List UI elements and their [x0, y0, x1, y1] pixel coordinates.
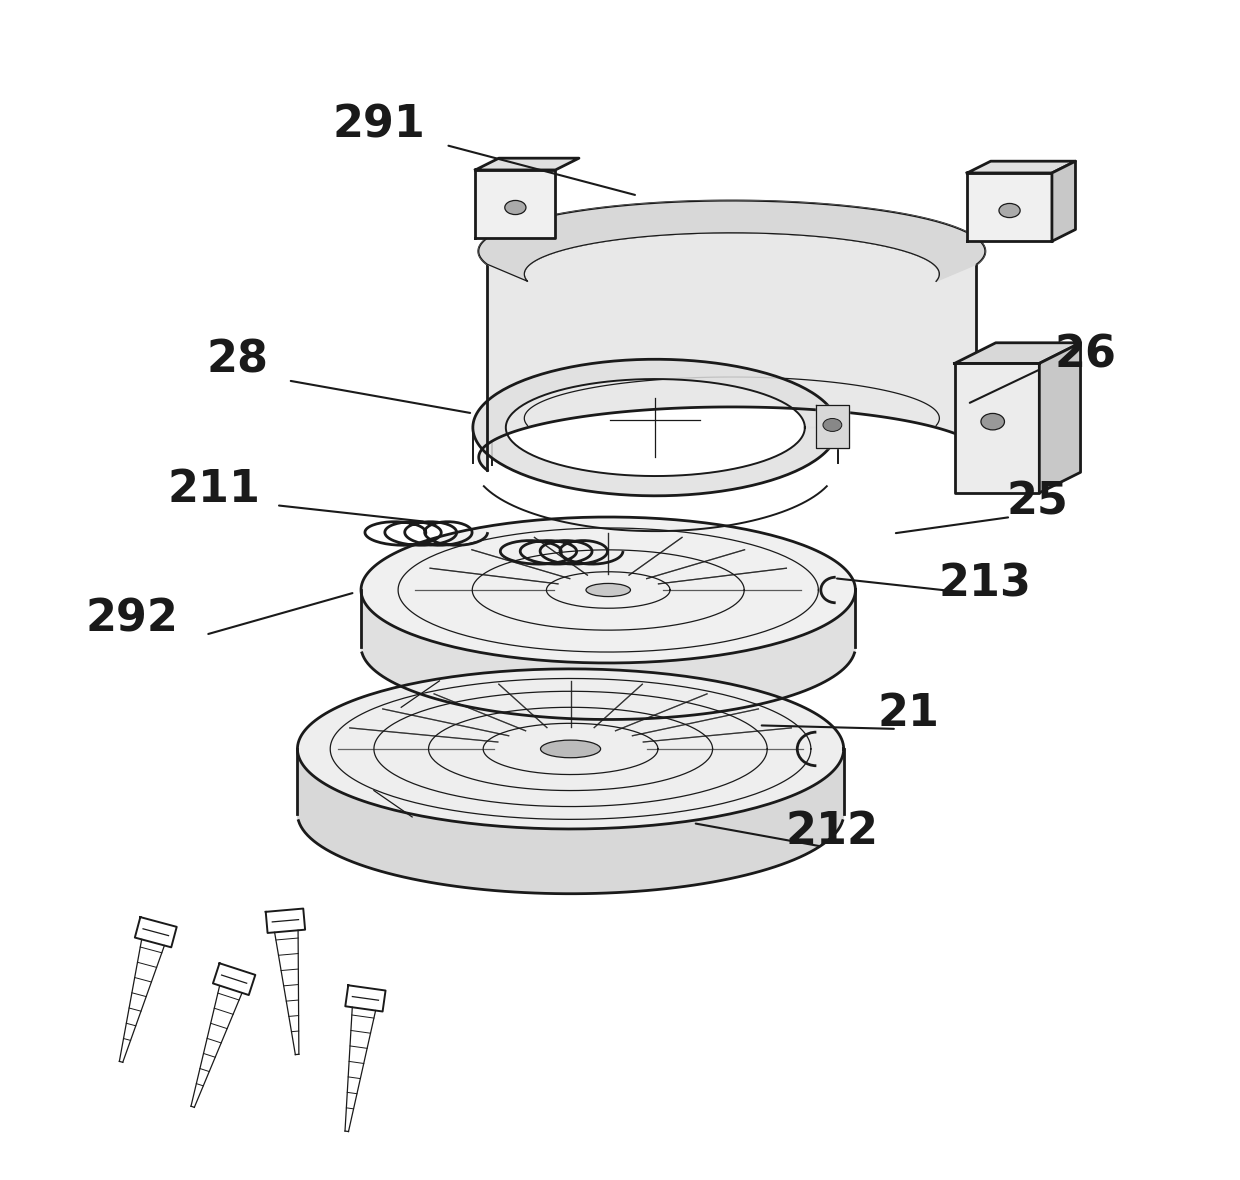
Ellipse shape — [587, 583, 630, 597]
Polygon shape — [1052, 162, 1075, 241]
Polygon shape — [955, 342, 1080, 363]
Polygon shape — [475, 158, 579, 170]
Text: 21: 21 — [878, 693, 940, 735]
Polygon shape — [135, 917, 177, 948]
Text: 26: 26 — [1054, 333, 1116, 376]
Polygon shape — [472, 359, 838, 496]
Text: 292: 292 — [86, 598, 177, 641]
Polygon shape — [967, 162, 1075, 173]
Polygon shape — [816, 405, 849, 448]
Text: 211: 211 — [167, 468, 260, 511]
Polygon shape — [191, 985, 242, 1107]
Polygon shape — [475, 170, 556, 238]
Polygon shape — [119, 939, 165, 1062]
Ellipse shape — [823, 419, 842, 432]
Ellipse shape — [981, 413, 1004, 430]
Polygon shape — [298, 669, 843, 830]
Polygon shape — [479, 201, 985, 281]
Polygon shape — [967, 173, 1052, 241]
Polygon shape — [345, 985, 386, 1011]
Ellipse shape — [505, 201, 526, 215]
Polygon shape — [361, 517, 856, 663]
Polygon shape — [1039, 342, 1080, 493]
Polygon shape — [213, 963, 255, 995]
Ellipse shape — [999, 203, 1021, 217]
Polygon shape — [955, 363, 1039, 493]
Polygon shape — [479, 201, 985, 471]
Text: 25: 25 — [1007, 480, 1069, 523]
Text: 213: 213 — [939, 563, 1032, 605]
Text: 212: 212 — [785, 809, 878, 853]
Polygon shape — [361, 590, 856, 720]
Polygon shape — [274, 930, 299, 1055]
Polygon shape — [298, 752, 843, 893]
Text: 28: 28 — [206, 339, 268, 382]
Ellipse shape — [541, 740, 600, 758]
Polygon shape — [265, 909, 305, 933]
Polygon shape — [345, 1008, 376, 1132]
Text: 291: 291 — [332, 104, 425, 146]
